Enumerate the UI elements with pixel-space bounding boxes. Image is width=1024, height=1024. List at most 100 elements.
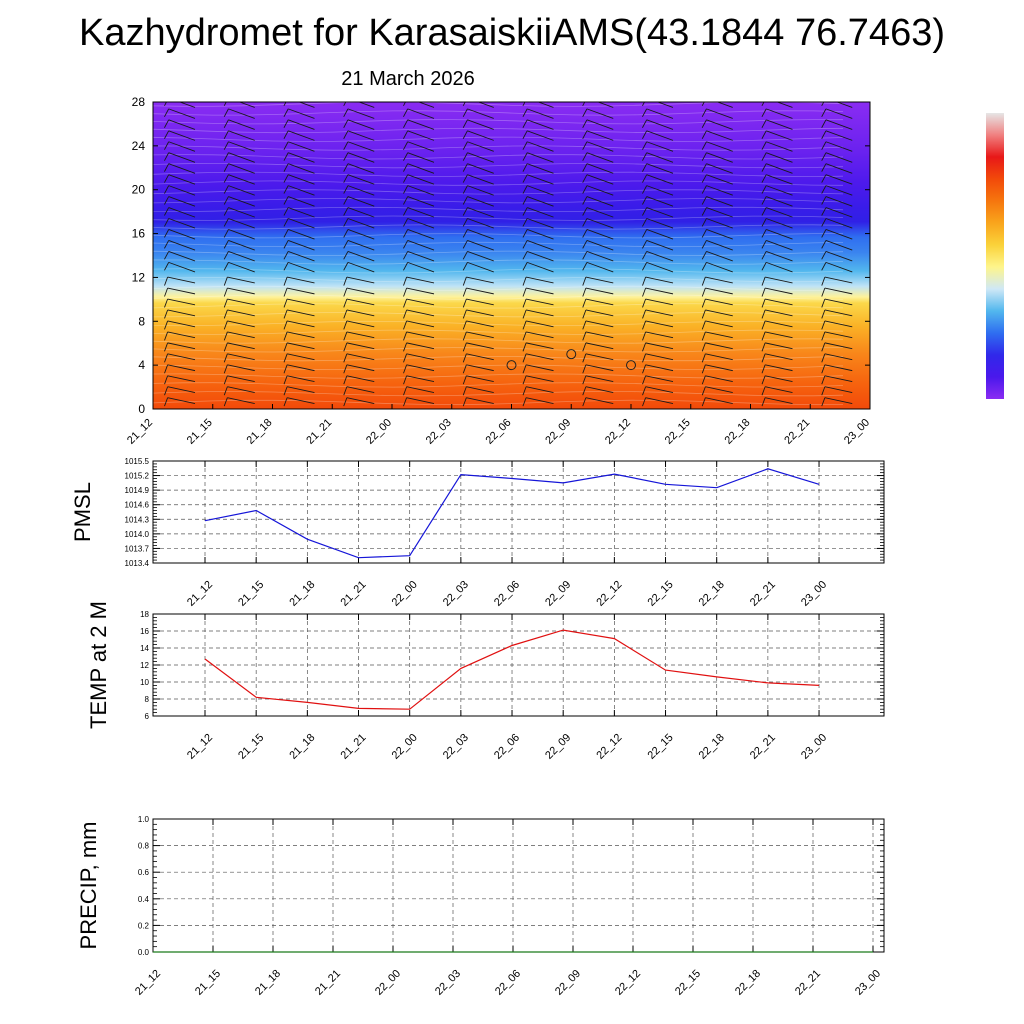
wind-barb (403, 119, 435, 130)
wind-barb (881, 164, 912, 174)
wind-barb (761, 240, 793, 251)
wind-barb (761, 261, 793, 273)
wind-barb (642, 309, 674, 319)
wind-barb (223, 375, 255, 385)
wind-barb (761, 207, 793, 218)
wind-barb (701, 207, 733, 218)
wind-barb (223, 185, 255, 196)
wind-barb (283, 353, 315, 363)
wind-barb (283, 309, 315, 319)
x-tick-label: 22_21 (793, 968, 823, 998)
wind-barb (223, 163, 255, 174)
chart-date: 21 March 2026 (341, 68, 475, 90)
wind-barb (881, 186, 912, 196)
cross-section-panel: 0 4 8 12 16 20 24 28 21_12 21_15 21_18 21_21 22_00 2… (125, 95, 912, 447)
wind-barb (164, 141, 196, 152)
y-tick-label: 0.2 (138, 921, 150, 930)
wind-barb (701, 331, 733, 341)
wind-barb (223, 250, 255, 262)
wind-barb (522, 141, 554, 152)
wind-barb (343, 119, 375, 130)
wind-barb (164, 174, 196, 185)
wind-barb (403, 218, 435, 229)
wind-barb (701, 240, 733, 251)
y-tick-label: 1.0 (138, 815, 150, 824)
wind-barb (881, 120, 912, 130)
contour-line (153, 162, 844, 169)
wind-barb (821, 320, 853, 330)
wind-barb (462, 287, 494, 297)
wind-barb (283, 218, 315, 229)
wind-barb (343, 261, 375, 273)
plot-area (153, 461, 884, 563)
wind-barb (283, 375, 315, 385)
contour-line (153, 145, 844, 151)
wind-barb (462, 240, 494, 251)
wind-barb (881, 262, 912, 272)
wind-barb (462, 261, 494, 273)
wind-barb (343, 207, 375, 218)
wind-barb (164, 152, 196, 163)
wind-barb (761, 119, 793, 130)
x-tick-label: 22_18 (697, 579, 727, 609)
wind-barb (283, 119, 315, 130)
wind-barb (164, 229, 196, 240)
wind-barb (164, 250, 196, 262)
wind-barb (164, 353, 196, 363)
wind-barb (582, 218, 614, 229)
wind-barb (343, 240, 375, 251)
wind-barb (642, 250, 674, 262)
precipitation-axis-label: PRECIP, mm (76, 822, 101, 950)
wind-barb (403, 152, 435, 163)
y-tick-label: 0.0 (138, 948, 150, 957)
wind-barb (283, 276, 315, 286)
wind-barb (462, 342, 494, 352)
wind-barb (582, 342, 614, 352)
wind-barb (403, 364, 435, 374)
wind-barb (522, 375, 554, 385)
wind-barb (761, 375, 793, 385)
wind-barb (403, 320, 435, 330)
x-tick-label: 22_06 (484, 417, 514, 447)
wind-barb (522, 196, 554, 207)
x-tick-label: 22_09 (543, 579, 573, 609)
y-tick-label: 20 (132, 183, 146, 197)
contour-line (153, 347, 844, 353)
x-tick-label: 22_15 (646, 579, 676, 609)
wind-barb (462, 185, 494, 196)
wind-barb (881, 98, 912, 108)
wind-barb (522, 102, 554, 108)
wind-barb (761, 309, 793, 319)
wind-barb (701, 229, 733, 240)
contour-line (153, 338, 844, 344)
wind-barb (821, 207, 853, 218)
x-tick-label: 22_21 (748, 579, 778, 609)
wind-barb (582, 119, 614, 130)
wind-barb (403, 375, 435, 385)
x-tick-label: 22_21 (782, 417, 812, 447)
wind-barb (343, 397, 375, 407)
wind-barb (164, 320, 196, 330)
wind-barb (821, 130, 853, 141)
wind-barb (522, 364, 554, 374)
wind-barb (522, 386, 554, 396)
wind-barb (821, 102, 853, 108)
wind-barb (343, 141, 375, 152)
wind-barb (283, 261, 315, 273)
x-tick-label: 22_15 (663, 417, 693, 447)
wind-barb (701, 353, 733, 363)
y-tick-label: 4 (138, 358, 145, 372)
contour-line (153, 206, 844, 213)
wind-barb (283, 152, 315, 163)
wind-barb (582, 276, 614, 286)
wind-barb (403, 141, 435, 152)
contour-line (153, 268, 844, 274)
wind-barb (642, 185, 674, 196)
wind-barb (582, 141, 614, 152)
wind-barb (283, 342, 315, 352)
contour-line (153, 312, 844, 318)
wind-barb (343, 102, 375, 108)
x-tick-label: 23_00 (842, 417, 872, 447)
y-tick-label: 0.6 (138, 868, 150, 877)
wind-barb (642, 331, 674, 341)
